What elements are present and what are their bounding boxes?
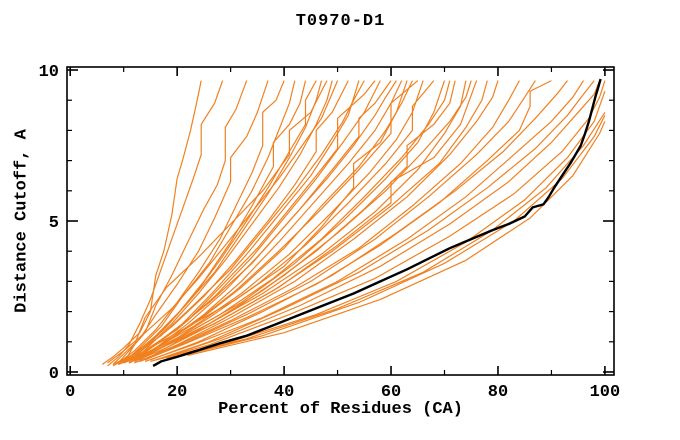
model-line (118, 80, 397, 365)
model-line (112, 80, 307, 367)
model-line (128, 80, 392, 364)
model-line (176, 115, 606, 358)
model-line (155, 90, 606, 361)
model-line (123, 80, 424, 364)
highlighted-model-line (152, 78, 602, 367)
model-line (128, 80, 419, 364)
x-tick-label: 100 (590, 383, 621, 402)
x-tick-label: 20 (167, 383, 187, 402)
x-tick-label: 40 (274, 383, 294, 402)
model-line (144, 80, 536, 361)
model-line (134, 80, 478, 362)
x-tick-label: 0 (65, 383, 75, 402)
model-line (133, 80, 333, 361)
model-line (155, 80, 595, 361)
model-line (112, 80, 269, 365)
y-tick-label: 5 (49, 214, 59, 233)
model-line (134, 80, 435, 362)
model-line (134, 80, 520, 364)
model-line (150, 80, 568, 361)
model-line (123, 80, 408, 364)
x-axis-label: Percent of Residues (CA) (218, 400, 463, 419)
model-line (123, 80, 349, 364)
y-tick-label: 10 (39, 63, 59, 82)
model-line (117, 80, 248, 364)
model-line (187, 121, 606, 356)
chart-title: T0970-D1 (295, 12, 386, 31)
model-line (112, 80, 365, 365)
x-tick-label: 80 (488, 383, 508, 402)
model-line (101, 80, 202, 365)
x-tick-label: 60 (381, 383, 401, 402)
model-line (123, 80, 328, 364)
model-line (150, 80, 606, 362)
model-line (144, 80, 585, 362)
model-line (139, 80, 451, 361)
model-line (117, 80, 323, 365)
model-line (139, 80, 499, 362)
model-line (107, 80, 339, 364)
model-line (144, 80, 472, 361)
model-line (123, 80, 296, 364)
model-line (160, 80, 601, 359)
y-axis-label: Distance Cutoff, A (12, 129, 32, 313)
model-line (107, 80, 224, 367)
y-tick-label: 0 (49, 365, 59, 384)
model-line (128, 80, 488, 364)
model-line (117, 80, 285, 364)
